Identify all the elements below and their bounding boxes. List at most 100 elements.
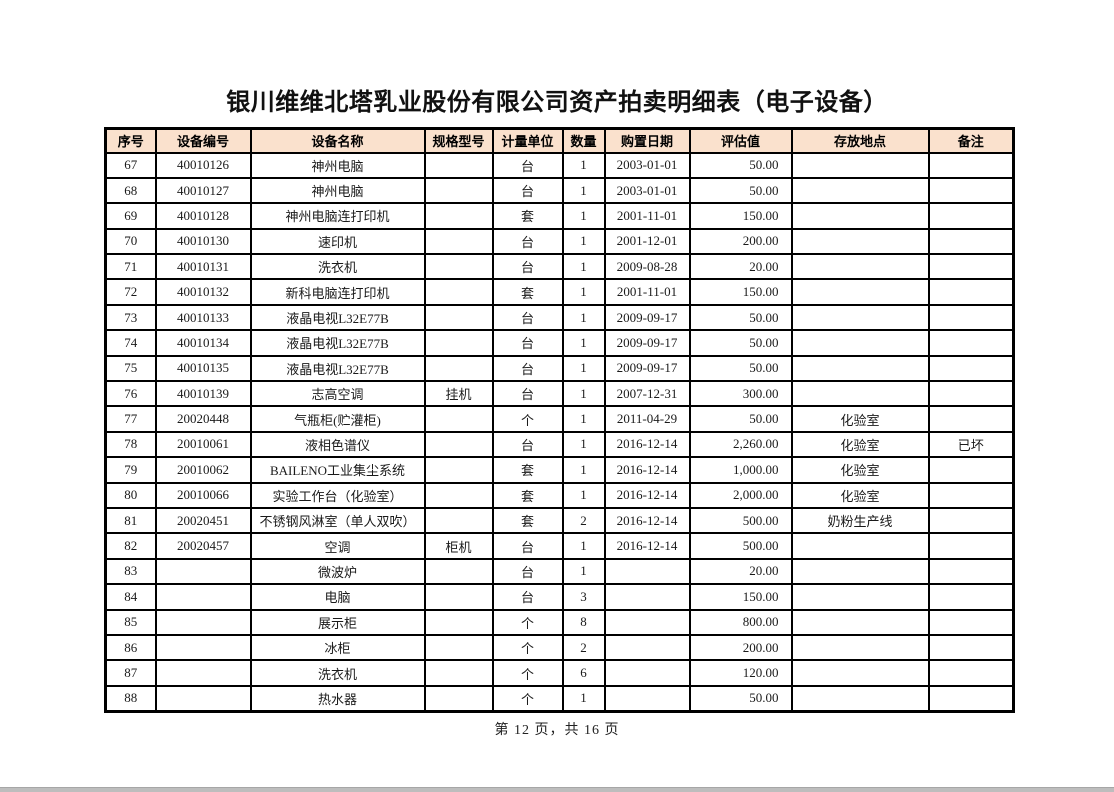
cell-remarks (927, 481, 1015, 509)
cell-storage-location (790, 633, 930, 662)
table-row: 86 冰柜 个 2 200.00 (104, 633, 1015, 662)
cell-purchase-date (603, 583, 691, 611)
cell-device-number (154, 557, 252, 586)
page-number-footer: 第 12 页，共 16 页 (494, 723, 620, 738)
cell-purchase-date: 2009-08-28 (603, 253, 691, 281)
cell-unit: 台 (491, 532, 564, 560)
cell-device-name: 电脑 (249, 583, 426, 611)
cell-appraised-value: 50.00 (688, 405, 793, 433)
cell-quantity: 1 (561, 278, 606, 306)
cell-serial: 77 (104, 405, 157, 433)
cell-storage-location: 化验室 (790, 456, 930, 484)
cell-spec-model (423, 278, 494, 306)
cell-spec-model (423, 684, 494, 713)
table-row: 79 20010062 BAILENO工业集尘系统 套 1 2016-12-14… (104, 456, 1015, 484)
table-row: 80 20010066 实验工作台（化验室） 套 1 2016-12-14 2,… (104, 481, 1015, 509)
cell-spec-model (423, 329, 494, 357)
cell-unit: 台 (491, 329, 564, 357)
cell-serial: 80 (104, 481, 157, 509)
cell-storage-location (790, 557, 930, 586)
cell-remarks (927, 202, 1015, 230)
cell-remarks (927, 456, 1015, 484)
cell-unit: 套 (491, 481, 564, 509)
cell-quantity: 3 (561, 583, 606, 611)
cell-device-name: 速印机 (249, 227, 426, 256)
cell-serial: 78 (104, 430, 157, 459)
cell-unit: 台 (491, 253, 564, 281)
table-row: 76 40010139 志高空调 挂机 台 1 2007-12-31 300.0… (104, 380, 1015, 408)
cell-remarks (927, 659, 1015, 687)
cell-device-number: 40010126 (154, 151, 252, 179)
cell-spec-model: 挂机 (423, 380, 494, 408)
cell-device-name: 展示柜 (249, 608, 426, 636)
cell-device-name: 热水器 (249, 684, 426, 713)
cell-serial: 75 (104, 354, 157, 383)
cell-device-number: 40010128 (154, 202, 252, 230)
cell-storage-location: 奶粉生产线 (790, 506, 930, 535)
cell-purchase-date (603, 608, 691, 636)
cell-appraised-value: 120.00 (688, 659, 793, 687)
cell-appraised-value: 50.00 (688, 176, 793, 205)
cell-appraised-value: 150.00 (688, 202, 793, 230)
cell-storage-location (790, 583, 930, 611)
cell-quantity: 1 (561, 227, 606, 256)
cell-device-number: 40010127 (154, 176, 252, 205)
cell-quantity: 1 (561, 202, 606, 230)
cell-device-name: 实验工作台（化验室） (249, 481, 426, 509)
cell-unit: 个 (491, 633, 564, 662)
table-row: 67 40010126 神州电脑 台 1 2003-01-01 50.00 (104, 151, 1015, 179)
table-body: 67 40010126 神州电脑 台 1 2003-01-01 50.00 68… (104, 151, 1015, 713)
cell-storage-location (790, 380, 930, 408)
cell-purchase-date: 2016-12-14 (603, 430, 691, 459)
cell-serial: 81 (104, 506, 157, 535)
cell-storage-location (790, 303, 930, 332)
cell-quantity: 1 (561, 303, 606, 332)
cell-device-number: 40010130 (154, 227, 252, 256)
column-header-device-number: 设备编号 (154, 127, 252, 154)
cell-storage-location (790, 532, 930, 560)
cell-serial: 67 (104, 151, 157, 179)
cell-storage-location (790, 329, 930, 357)
cell-remarks (927, 557, 1015, 586)
cell-quantity: 1 (561, 481, 606, 509)
cell-device-name: 志高空调 (249, 380, 426, 408)
cell-storage-location (790, 253, 930, 281)
cell-serial: 88 (104, 684, 157, 713)
cell-device-number (154, 608, 252, 636)
table-row: 78 20010061 液相色谱仪 台 1 2016-12-14 2,260.0… (104, 430, 1015, 459)
cell-purchase-date: 2009-09-17 (603, 354, 691, 383)
cell-device-number (154, 684, 252, 713)
cell-unit: 个 (491, 659, 564, 687)
cell-unit: 台 (491, 583, 564, 611)
cell-quantity: 1 (561, 354, 606, 383)
cell-appraised-value: 300.00 (688, 380, 793, 408)
cell-purchase-date: 2009-09-17 (603, 329, 691, 357)
cell-remarks (927, 633, 1015, 662)
cell-device-name: BAILENO工业集尘系统 (249, 456, 426, 484)
table-row: 84 电脑 台 3 150.00 (104, 583, 1015, 611)
column-header-spec-model: 规格型号 (423, 127, 494, 154)
cell-serial: 76 (104, 380, 157, 408)
cell-purchase-date: 2016-12-14 (603, 506, 691, 535)
cell-remarks (927, 151, 1015, 179)
cell-remarks (927, 380, 1015, 408)
cell-appraised-value: 50.00 (688, 354, 793, 383)
table-row: 74 40010134 液晶电视L32E77B 台 1 2009-09-17 5… (104, 329, 1015, 357)
cell-purchase-date (603, 659, 691, 687)
cell-storage-location: 化验室 (790, 430, 930, 459)
cell-spec-model (423, 456, 494, 484)
cell-purchase-date: 2001-11-01 (603, 278, 691, 306)
cell-device-name: 神州电脑 (249, 151, 426, 179)
cell-unit: 台 (491, 380, 564, 408)
asset-auction-table: 序号 设备编号 设备名称 规格型号 计量单位 数量 购置日期 评估值 存放地点 … (104, 127, 1015, 713)
cell-device-number: 20020451 (154, 506, 252, 535)
cell-spec-model (423, 557, 494, 586)
cell-remarks (927, 405, 1015, 433)
column-header-serial: 序号 (104, 127, 157, 154)
column-header-storage-location: 存放地点 (790, 127, 930, 154)
cell-device-name: 洗衣机 (249, 253, 426, 281)
cell-device-number: 40010131 (154, 253, 252, 281)
cell-serial: 70 (104, 227, 157, 256)
cell-spec-model (423, 430, 494, 459)
